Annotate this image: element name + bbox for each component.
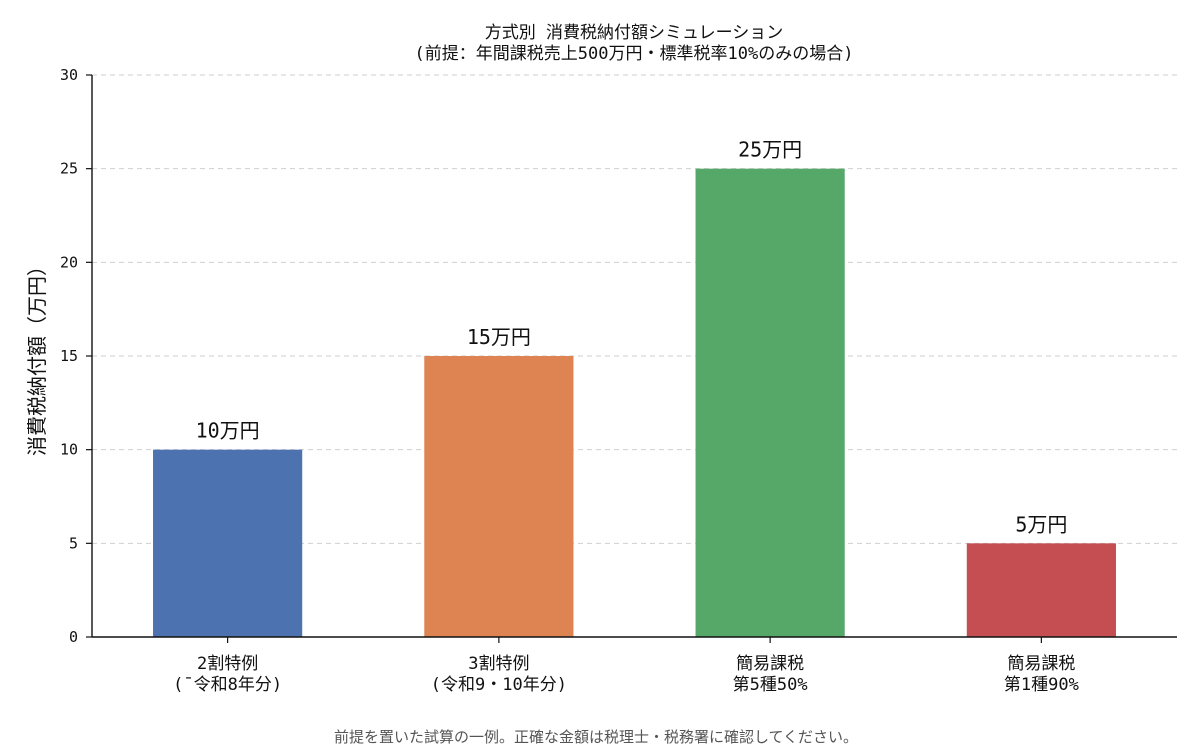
footnote: 前提を置いた試算の一例。正確な金額は税理士・税務署に確認してください。 bbox=[334, 728, 858, 746]
y-tick-label: 5 bbox=[69, 534, 78, 552]
bar bbox=[153, 449, 303, 637]
x-tick-label: 2割特例 bbox=[197, 654, 258, 674]
data-label: 15万円 bbox=[467, 325, 531, 349]
x-tick-label: 簡易課税 bbox=[736, 654, 804, 674]
chart-title: 方式別 消費税納付額シミュレーション bbox=[485, 23, 784, 43]
data-label: 5万円 bbox=[1015, 512, 1067, 536]
x-tick-label: (ˉ令和8年分) bbox=[173, 675, 282, 695]
bar bbox=[695, 168, 845, 637]
y-tick-label: 15 bbox=[60, 347, 78, 365]
y-tick-label: 30 bbox=[60, 66, 78, 84]
y-tick-label: 20 bbox=[60, 253, 78, 271]
bars bbox=[153, 168, 1116, 637]
y-tick-label: 25 bbox=[60, 160, 78, 178]
y-axis-label: 消費税納付額（万円） bbox=[25, 256, 49, 456]
y-ticks: 0 5 10 15 20 25 30 bbox=[60, 66, 92, 646]
data-label: 10万円 bbox=[196, 419, 260, 443]
data-label: 25万円 bbox=[738, 138, 802, 162]
x-tick-label: 簡易課税 bbox=[1007, 654, 1075, 674]
bar bbox=[424, 356, 574, 637]
bar bbox=[966, 543, 1116, 637]
x-ticks: 2割特例(ˉ令和8年分)3割特例(令和9・10年分)簡易課税第5種50%簡易課税… bbox=[173, 637, 1079, 695]
chart-subtitle: (前提：年間課税売上500万円・標準税率10%のみの場合) bbox=[415, 44, 854, 64]
x-tick-label: 第5種50% bbox=[733, 675, 808, 695]
x-tick-label: 第1種90% bbox=[1004, 675, 1079, 695]
x-tick-label: (令和9・10年分) bbox=[431, 675, 567, 695]
y-tick-label: 10 bbox=[60, 441, 78, 459]
y-tick-label: 0 bbox=[69, 628, 78, 646]
data-labels: 10万円 15万円 25万円 5万円 bbox=[196, 138, 1068, 537]
x-tick-label: 3割特例 bbox=[468, 654, 529, 674]
